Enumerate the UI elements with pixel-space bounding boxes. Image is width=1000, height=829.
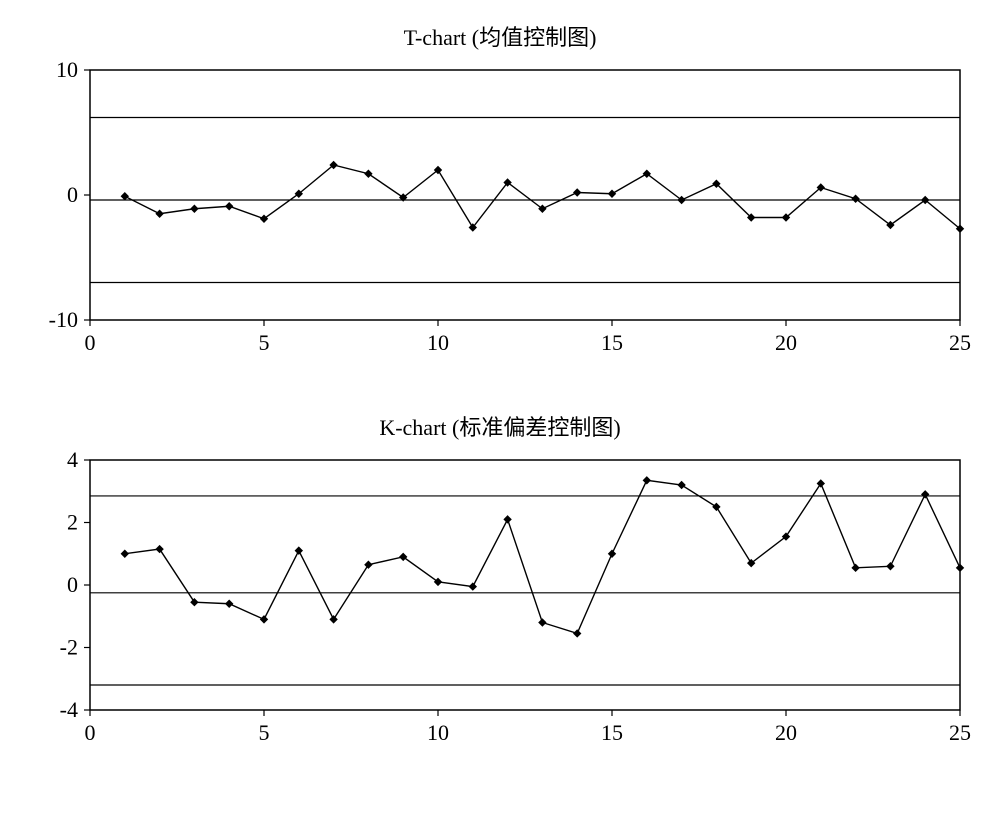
svg-text:-4: -4 (60, 697, 78, 722)
chart-container: T-chart (均值控制图) 0510152025-10010 K-chart… (20, 20, 980, 760)
t-chart-svg: 0 5 10 15 20 25 -10 0 10 (20, 60, 980, 370)
svg-text:0: 0 (85, 330, 96, 355)
svg-text:0: 0 (85, 720, 96, 745)
svg-text:15: 15 (601, 330, 623, 355)
svg-text:20: 20 (775, 720, 797, 745)
svg-text:25: 25 (949, 720, 971, 745)
svg-text:0: 0 (67, 572, 78, 597)
k-chart-svg: 0 5 10 15 20 25 -4 -2 0 2 4 (20, 450, 980, 760)
svg-text:10: 10 (56, 60, 78, 82)
t-chart-title: T-chart (均值控制图) (20, 20, 980, 52)
svg-text:-2: -2 (60, 635, 78, 660)
t-chart-wrapper: 0 5 10 15 20 25 -10 0 10 (20, 60, 980, 370)
svg-text:0: 0 (67, 182, 78, 207)
svg-text:20: 20 (775, 330, 797, 355)
k-chart-wrapper: 0 5 10 15 20 25 -4 -2 0 2 4 (20, 450, 980, 760)
svg-text:2: 2 (67, 510, 78, 535)
svg-text:10: 10 (427, 330, 449, 355)
svg-text:-10: -10 (49, 307, 78, 332)
k-chart-title: K-chart (标准偏差控制图) (20, 410, 980, 442)
k-chart-block: K-chart (标准偏差控制图) 0 5 10 15 20 25 -4 -2 0 2 4 (20, 410, 980, 760)
t-chart-block: T-chart (均值控制图) 0 5 10 15 20 25 -10 0 10 (20, 20, 980, 370)
svg-text:4: 4 (67, 450, 78, 472)
svg-text:5: 5 (259, 720, 270, 745)
svg-text:10: 10 (427, 720, 449, 745)
svg-text:15: 15 (601, 720, 623, 745)
svg-text:5: 5 (259, 330, 270, 355)
svg-text:25: 25 (949, 330, 971, 355)
